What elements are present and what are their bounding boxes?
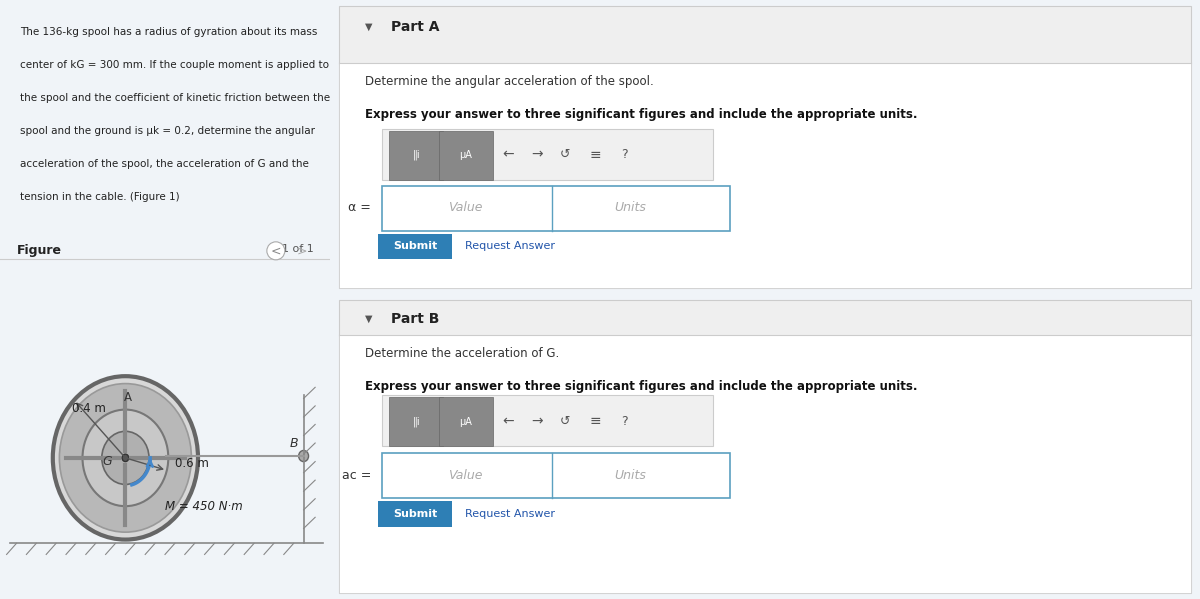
Text: 0.6 m: 0.6 m <box>175 457 209 470</box>
Circle shape <box>59 383 192 532</box>
Text: ?: ? <box>620 415 628 428</box>
FancyBboxPatch shape <box>382 395 713 446</box>
Text: ↺: ↺ <box>559 148 570 161</box>
Text: 1 of 1: 1 of 1 <box>282 244 313 255</box>
Text: μA: μA <box>460 150 472 160</box>
Text: Value: Value <box>448 469 482 482</box>
Text: ↺: ↺ <box>559 415 570 428</box>
FancyBboxPatch shape <box>382 453 730 498</box>
FancyBboxPatch shape <box>338 6 1192 288</box>
Text: Units: Units <box>614 469 646 482</box>
FancyBboxPatch shape <box>389 131 443 180</box>
Text: ▼: ▼ <box>365 314 372 323</box>
Circle shape <box>122 454 128 462</box>
FancyBboxPatch shape <box>378 234 451 259</box>
Text: ≡: ≡ <box>589 147 601 162</box>
Text: Part B: Part B <box>391 311 439 326</box>
Text: ←: ← <box>503 147 514 162</box>
FancyBboxPatch shape <box>382 129 713 180</box>
Text: Request Answer: Request Answer <box>464 509 554 519</box>
Text: A: A <box>124 391 132 404</box>
Text: B: B <box>290 437 299 449</box>
FancyBboxPatch shape <box>378 501 451 527</box>
Text: ‖i: ‖i <box>413 416 420 427</box>
Text: spool and the ground is μk = 0.2, determine the angular: spool and the ground is μk = 0.2, determ… <box>19 126 314 137</box>
Text: α =: α = <box>348 201 371 214</box>
FancyBboxPatch shape <box>439 131 493 180</box>
Text: →: → <box>532 414 542 428</box>
Text: center of kG = 300 mm. If the couple moment is applied to: center of kG = 300 mm. If the couple mom… <box>19 60 329 70</box>
Text: ←: ← <box>503 414 514 428</box>
Text: Submit: Submit <box>394 509 437 519</box>
Text: Request Answer: Request Answer <box>464 241 554 251</box>
Text: →: → <box>532 147 542 162</box>
Text: ac =: ac = <box>342 469 371 482</box>
Text: Determine the acceleration of G.: Determine the acceleration of G. <box>365 347 559 361</box>
Text: Submit: Submit <box>394 241 437 251</box>
Circle shape <box>299 450 308 462</box>
Circle shape <box>102 431 149 485</box>
Text: acceleration of the spool, the acceleration of G and the: acceleration of the spool, the accelerat… <box>19 159 308 170</box>
Text: G: G <box>102 455 112 468</box>
Text: Figure: Figure <box>17 244 61 258</box>
Text: Determine the angular acceleration of the spool.: Determine the angular acceleration of th… <box>365 75 654 88</box>
Text: ‖i: ‖i <box>413 150 420 161</box>
Text: >: > <box>298 244 307 258</box>
Text: M = 450 N·m: M = 450 N·m <box>166 500 242 513</box>
Circle shape <box>53 376 198 540</box>
Text: <: < <box>270 244 281 258</box>
Text: tension in the cable. (Figure 1): tension in the cable. (Figure 1) <box>19 192 180 202</box>
Text: ≡: ≡ <box>589 414 601 428</box>
FancyBboxPatch shape <box>389 397 443 446</box>
Text: The 136-kg spool has a radius of gyration about its mass: The 136-kg spool has a radius of gyratio… <box>19 28 317 37</box>
Text: 0.4 m: 0.4 m <box>72 403 106 415</box>
Text: Express your answer to three significant figures and include the appropriate uni: Express your answer to three significant… <box>365 108 917 121</box>
Text: Value: Value <box>448 201 482 214</box>
FancyBboxPatch shape <box>439 397 493 446</box>
Text: Express your answer to three significant figures and include the appropriate uni: Express your answer to three significant… <box>365 380 917 394</box>
Text: ?: ? <box>620 148 628 161</box>
Text: the spool and the coefficient of kinetic friction between the: the spool and the coefficient of kinetic… <box>19 93 330 103</box>
FancyBboxPatch shape <box>382 186 730 231</box>
Circle shape <box>83 410 168 506</box>
Text: ▼: ▼ <box>365 22 372 32</box>
FancyBboxPatch shape <box>338 63 1192 288</box>
FancyBboxPatch shape <box>338 300 1192 593</box>
Text: μA: μA <box>460 417 472 426</box>
Text: Units: Units <box>614 201 646 214</box>
Text: Part A: Part A <box>391 20 439 34</box>
FancyBboxPatch shape <box>338 335 1192 593</box>
